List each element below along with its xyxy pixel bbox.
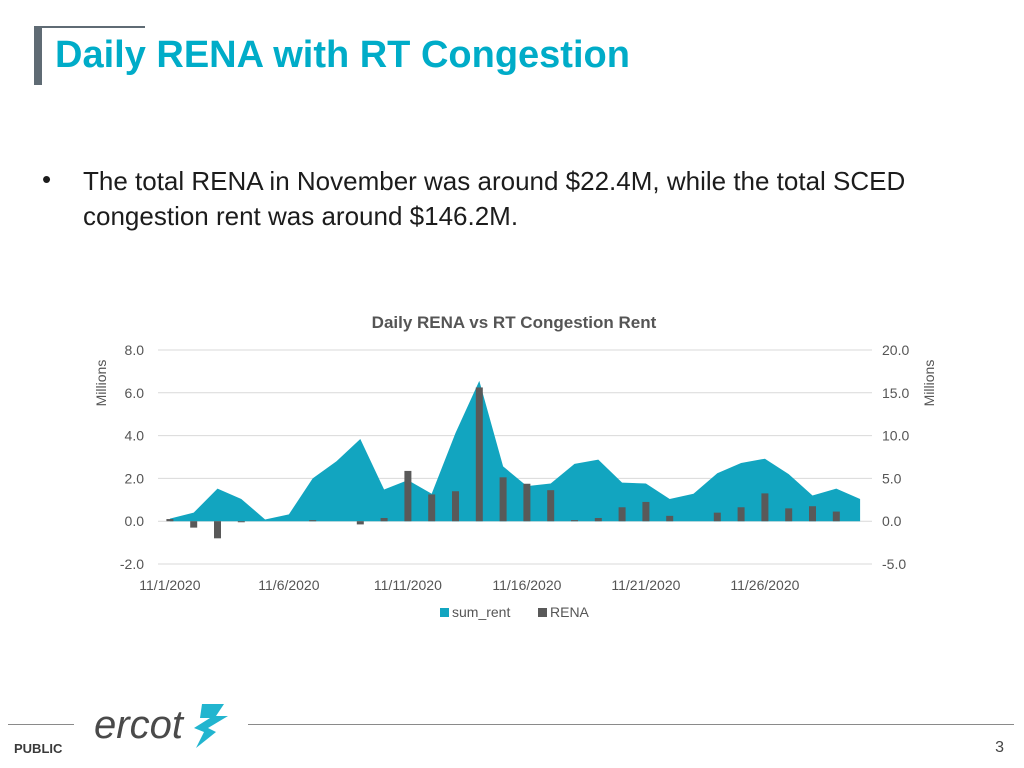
ercot-logo: ercot (94, 703, 228, 748)
x-tick-label: 11/11/2020 (374, 577, 442, 593)
left-axis-label: Millions (93, 360, 109, 407)
rena-bar (214, 521, 221, 539)
right-tick-label: 5.0 (882, 470, 902, 486)
logo-text: ercot (94, 703, 185, 747)
footer-classification: PUBLIC (14, 741, 63, 756)
right-tick-label: -5.0 (882, 556, 906, 572)
right-tick-label: 0.0 (882, 513, 902, 529)
left-tick-label: 0.0 (125, 513, 145, 529)
rena-bar (356, 521, 364, 525)
rena-bar (428, 494, 436, 522)
bullet-text: The total RENA in November was around $2… (83, 166, 906, 231)
left-tick-label: 6.0 (125, 385, 145, 401)
rena-bar (404, 470, 412, 522)
rena-bar (380, 517, 388, 522)
rena-bar (523, 483, 531, 522)
rena-bar (785, 508, 793, 522)
rena-bar (547, 490, 555, 522)
left-tick-label: 4.0 (125, 428, 145, 444)
legend-label-sum-rent: sum_rent (452, 604, 510, 620)
rena-bar (237, 521, 245, 523)
footer-divider-left (8, 724, 74, 725)
legend-swatch-sum-rent (440, 608, 449, 617)
right-tick-label: 15.0 (882, 385, 909, 401)
rena-bar (761, 493, 769, 522)
rena-bar (475, 387, 483, 522)
rena-bar (809, 506, 816, 522)
legend-label-rena: RENA (550, 604, 590, 620)
legend-swatch-rena (538, 608, 547, 617)
x-tick-label: 11/6/2020 (258, 577, 319, 593)
rena-bar (642, 501, 650, 522)
bullet-icon: • (42, 164, 52, 194)
slide-title: Daily RENA with RT Congestion (55, 34, 630, 76)
rena-bar (737, 507, 745, 522)
left-tick-label: -2.0 (120, 556, 144, 572)
title-accent-top (34, 26, 145, 28)
chart-title: Daily RENA vs RT Congestion Rent (372, 313, 657, 332)
rena-bar (666, 515, 674, 522)
x-tick-label: 11/21/2020 (611, 577, 680, 593)
rena-bar (309, 520, 317, 522)
left-tick-label: 2.0 (125, 470, 145, 486)
rena-bar (594, 517, 602, 522)
left-tick-label: 8.0 (125, 342, 145, 358)
rena-bar (452, 491, 459, 522)
footer-divider-right (248, 724, 1014, 725)
rena-bar (499, 477, 507, 522)
sum-rent-area (169, 380, 861, 522)
x-tick-label: 11/26/2020 (730, 577, 799, 593)
title-accent-bar (34, 26, 42, 85)
right-axis-label: Millions (921, 360, 937, 407)
ercot-lightning-icon (194, 704, 228, 748)
right-tick-label: 10.0 (882, 428, 909, 444)
rena-congestion-chart: Daily RENA vs RT Congestion Rent Million… (93, 313, 937, 620)
rena-bar (190, 521, 198, 528)
rena-bar (713, 512, 721, 522)
page-number: 3 (995, 739, 1004, 756)
rena-bar (618, 507, 626, 522)
right-tick-label: 20.0 (882, 342, 909, 358)
rena-bar (832, 511, 840, 522)
x-tick-label: 11/1/2020 (139, 577, 200, 593)
x-tick-label: 11/16/2020 (492, 577, 561, 593)
rena-bar (571, 520, 578, 522)
rena-bar (166, 519, 174, 522)
